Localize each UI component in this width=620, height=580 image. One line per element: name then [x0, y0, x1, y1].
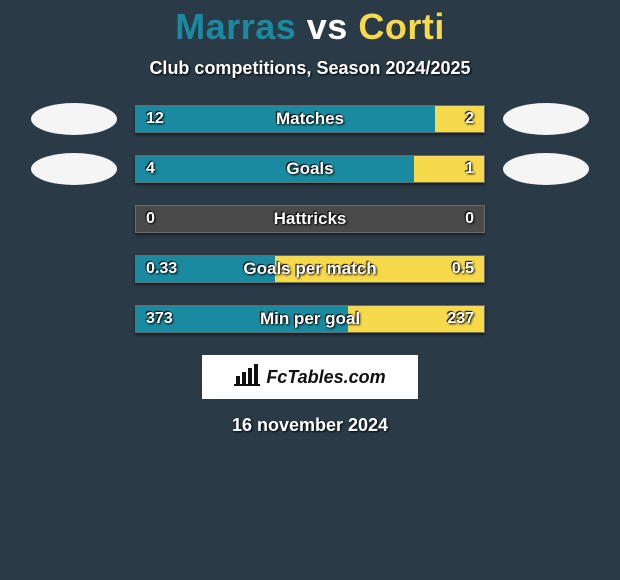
- stat-value-right: 2: [465, 110, 474, 128]
- stat-value-right: 237: [447, 310, 474, 328]
- stat-bar: 12 2 Matches: [135, 105, 485, 133]
- comparison-title: Marras vs Corti: [0, 6, 620, 48]
- player2-badge: [503, 153, 589, 185]
- stat-row: 4 1 Goals: [0, 153, 620, 185]
- stat-row: 373 237 Min per goal: [0, 303, 620, 335]
- stat-label: Matches: [276, 109, 344, 129]
- stat-bar: 0 0 Hattricks: [135, 205, 485, 233]
- vs-text: vs: [307, 6, 348, 47]
- stat-bar-left: [136, 156, 414, 182]
- stat-label: Min per goal: [260, 309, 360, 329]
- player2-badge: [503, 103, 589, 135]
- player1-name: Marras: [175, 6, 296, 47]
- player1-badge: [31, 153, 117, 185]
- player1-badge: [31, 103, 117, 135]
- stat-value-left: 373: [146, 310, 173, 328]
- stat-label: Hattricks: [274, 209, 347, 229]
- brand-text: FcTables.com: [266, 367, 385, 388]
- stat-bar: 373 237 Min per goal: [135, 305, 485, 333]
- brand-badge[interactable]: FcTables.com: [202, 355, 418, 399]
- stat-bar: 0.33 0.5 Goals per match: [135, 255, 485, 283]
- snapshot-date: 16 november 2024: [0, 415, 620, 436]
- stat-value-left: 0: [146, 210, 155, 228]
- stat-row: 0.33 0.5 Goals per match: [0, 253, 620, 285]
- stat-value-left: 4: [146, 160, 155, 178]
- stat-value-right: 0: [465, 210, 474, 228]
- stat-label: Goals per match: [243, 259, 376, 279]
- bar-chart-icon: [234, 364, 260, 391]
- stat-row: 0 0 Hattricks: [0, 203, 620, 235]
- stat-value-right: 0.5: [452, 260, 474, 278]
- stat-value-left: 0.33: [146, 260, 177, 278]
- player2-name: Corti: [358, 6, 445, 47]
- stat-bar: 4 1 Goals: [135, 155, 485, 183]
- stat-bar-right: [435, 106, 484, 132]
- stat-row: 12 2 Matches: [0, 103, 620, 135]
- competition-subtitle: Club competitions, Season 2024/2025: [0, 58, 620, 79]
- stat-value-right: 1: [465, 160, 474, 178]
- stat-label: Goals: [286, 159, 333, 179]
- stat-value-left: 12: [146, 110, 164, 128]
